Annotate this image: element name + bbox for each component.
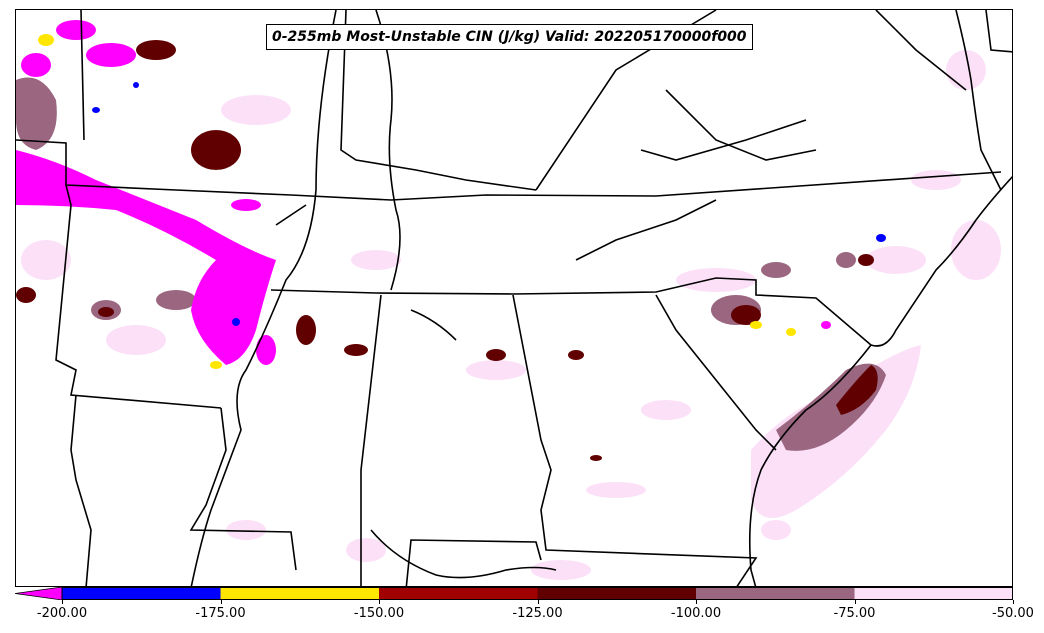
colorbar-tick-mark <box>379 600 380 604</box>
colorbar-bin-3 <box>537 587 696 600</box>
cin-darkred-field <box>16 40 878 461</box>
colorbar-bin-0 <box>62 587 221 600</box>
colorbar-outline <box>61 587 1013 600</box>
coastlines-rivers <box>190 10 1012 586</box>
cin-mauve-field <box>16 77 886 451</box>
colorbar-bin-5 <box>854 587 1013 600</box>
colorbar-tick-mark <box>854 600 856 604</box>
colorbar-extend-min <box>15 587 63 600</box>
colorbar-bin-2 <box>379 587 538 600</box>
colorbar-tick-label: -200.00 <box>36 606 88 621</box>
cin-magenta-field <box>16 20 831 365</box>
colorbar-tick-label: -50.00 <box>992 606 1034 621</box>
colorbar-bin-4 <box>696 587 855 600</box>
colorbar-tick-mark <box>220 600 222 604</box>
colorbar-tick-label: -100.00 <box>670 606 722 621</box>
map-title: 0-255mb Most-Unstable CIN (J/kg) Valid: … <box>266 24 753 50</box>
colorbar-bin-1 <box>220 587 379 600</box>
cin-blue-field <box>92 82 886 326</box>
cin-yellow-field <box>38 34 796 369</box>
colorbar <box>15 587 1013 600</box>
colorbar-tick-mark <box>537 600 539 604</box>
cin-map <box>16 10 1012 586</box>
colorbar-tick-label: -75.00 <box>833 606 876 621</box>
colorbar-tick-mark <box>696 600 697 604</box>
colorbar-tick-mark <box>62 600 63 604</box>
colorbar-tick-label: -125.00 <box>512 606 563 621</box>
cin-light-field <box>21 50 1001 580</box>
colorbar-tick-label: -175.00 <box>195 606 246 621</box>
state-boundaries <box>16 10 1012 586</box>
colorbar-tick-mark <box>1013 600 1014 604</box>
map-panel: 0-255mb Most-Unstable CIN (J/kg) Valid: … <box>15 9 1013 587</box>
colorbar-tick-label: -150.00 <box>353 606 405 621</box>
